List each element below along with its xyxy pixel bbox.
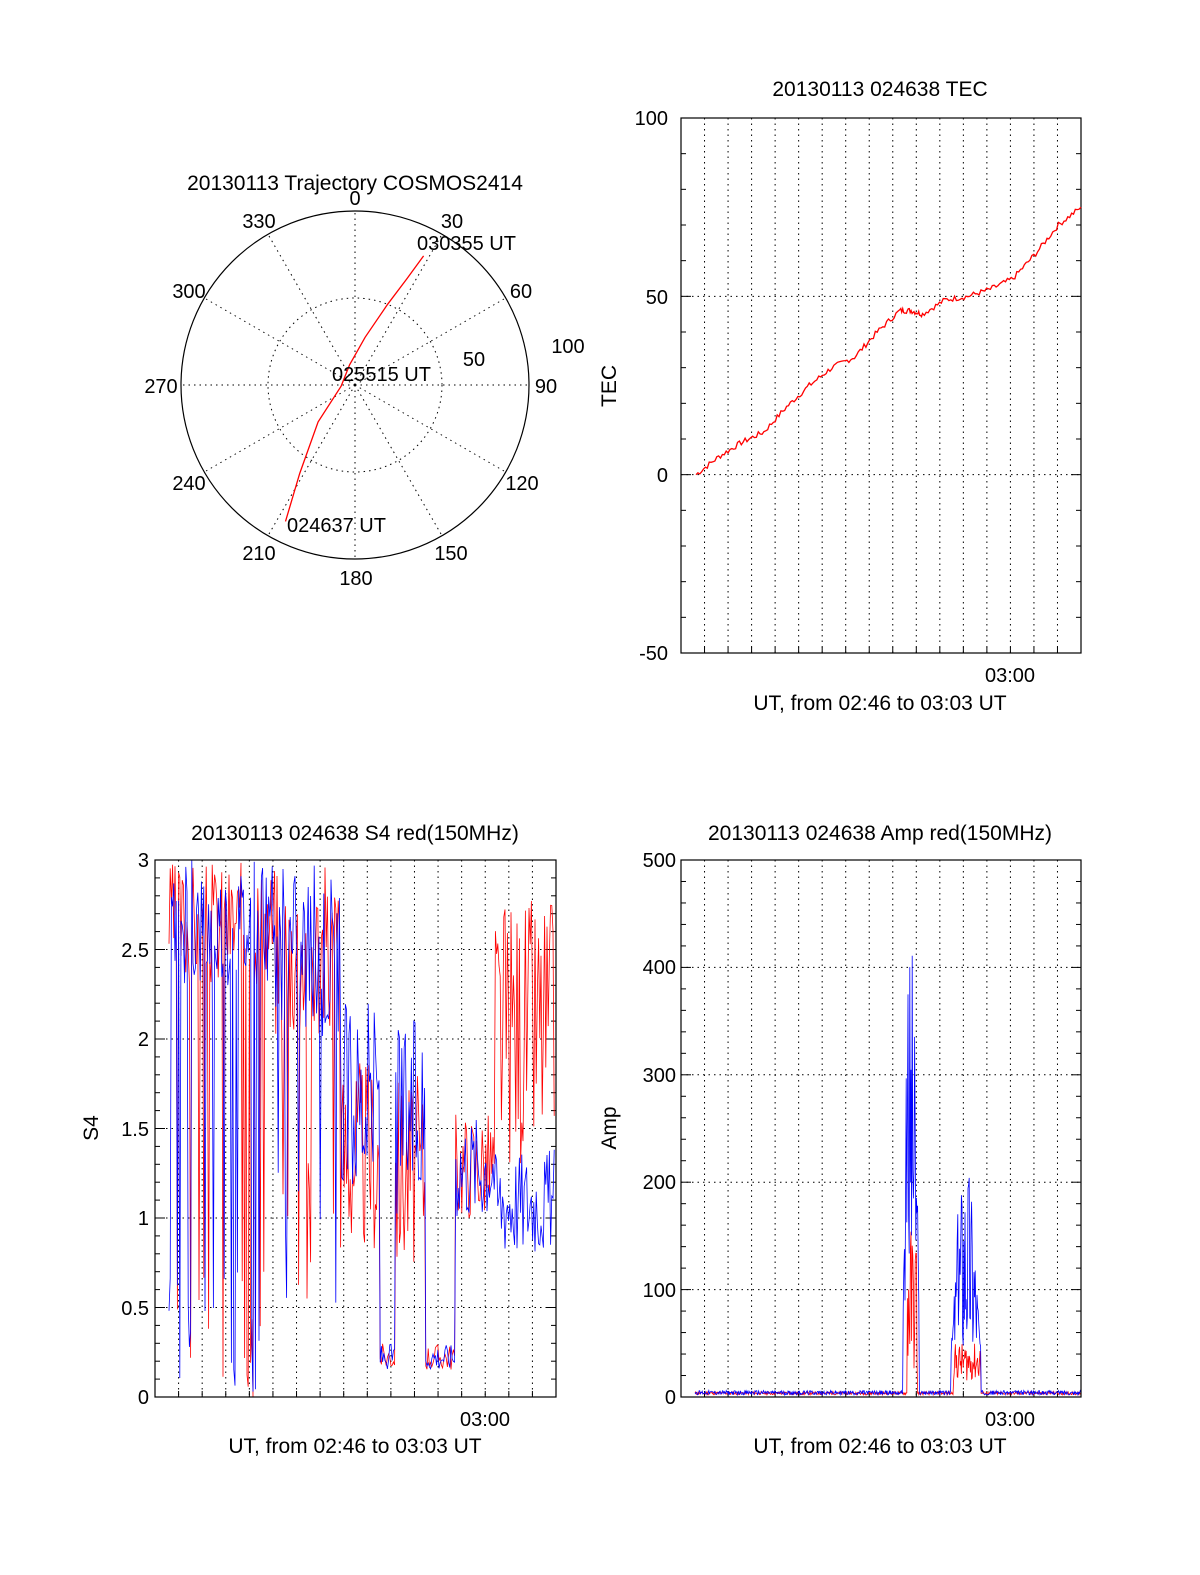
polar-angle-label-30: 30 xyxy=(441,211,463,233)
amp-panel: 20130113 024638 Amp red(150MHz) 500 400 … xyxy=(598,822,1082,1458)
s4-xlabel: UT, from 02:46 to 03:03 UT xyxy=(228,1435,481,1458)
polar-annotation-end: 030355 UT xyxy=(417,233,516,255)
tec-ytick-0: 0 xyxy=(657,465,668,487)
amp-ytick-400: 400 xyxy=(643,957,676,979)
polar-angle-label-90: 90 xyxy=(535,376,557,398)
s4-ytick-2: 2 xyxy=(138,1029,149,1051)
polar-radius-label-50: 50 xyxy=(463,349,485,371)
amp-xtick-0300: 03:00 xyxy=(985,1409,1035,1431)
amp-ytick-100: 100 xyxy=(643,1280,676,1302)
s4-panel: 20130113 024638 S4 red(150MHz) 3 2.5 2 1… xyxy=(80,822,557,1458)
polar-annotation-start: 024637 UT xyxy=(287,515,386,537)
tec-xtick-0300: 03:00 xyxy=(985,665,1035,687)
s4-blue-series xyxy=(168,860,555,1392)
polar-angle-label-60: 60 xyxy=(510,281,532,303)
polar-ring-50 xyxy=(267,297,443,473)
amp-ytick-500: 500 xyxy=(643,850,676,872)
tec-xlabel: UT, from 02:46 to 03:03 UT xyxy=(753,692,1006,715)
tec-title: 20130113 024638 TEC xyxy=(772,78,987,101)
polar-spoke-30 xyxy=(354,234,443,386)
s4-title: 20130113 024638 S4 red(150MHz) xyxy=(191,822,519,845)
polar-spoke-60 xyxy=(354,297,506,386)
amp-ylabel: Amp xyxy=(598,1106,621,1149)
amp-ytick-200: 200 xyxy=(643,1172,676,1194)
amp-title: 20130113 024638 Amp red(150MHz) xyxy=(708,822,1052,845)
amp-ytick-0: 0 xyxy=(665,1387,676,1409)
polar-angle-labels: 0 30 60 90 120 150 180 210 240 270 300 330 xyxy=(144,188,557,590)
tec-ytick-100: 100 xyxy=(635,108,668,130)
amp-ytick-300: 300 xyxy=(643,1065,676,1087)
polar-angle-label-210: 210 xyxy=(242,543,275,565)
polar-spoke-150 xyxy=(354,384,443,536)
s4-plot-frame xyxy=(154,859,557,1398)
polar-spoke-330 xyxy=(267,234,356,386)
polar-spoke-300 xyxy=(204,297,356,386)
tec-grid xyxy=(681,118,1081,653)
polar-annotation-mid: 025515 UT xyxy=(332,364,431,386)
polar-angle-label-150: 150 xyxy=(434,543,467,565)
amp-blue-series xyxy=(694,955,1082,1397)
polar-spoke-210 xyxy=(267,384,356,536)
polar-panel: 20130113 Trajectory COSMOS2414 0 30 60 90 12… xyxy=(144,172,584,590)
polar-angle-label-300: 300 xyxy=(172,281,205,303)
amp-red-series xyxy=(694,1231,1082,1397)
s4-ylabel: S4 xyxy=(80,1115,103,1141)
polar-angle-label-240: 240 xyxy=(172,473,205,495)
polar-outer-circle xyxy=(180,210,530,560)
s4-ytick-2-5: 2.5 xyxy=(121,940,149,962)
amp-grid xyxy=(681,860,1081,1397)
polar-radius-label-100: 100 xyxy=(551,336,584,358)
polar-angle-label-120: 120 xyxy=(505,473,538,495)
polar-trajectory-line xyxy=(284,255,425,522)
tec-ytick-neg50: -50 xyxy=(639,643,668,665)
s4-ytick-0-5: 0.5 xyxy=(121,1298,149,1320)
polar-spoke-120 xyxy=(354,384,506,473)
s4-ytick-0: 0 xyxy=(138,1387,149,1409)
polar-title: 20130113 Trajectory COSMOS2414 xyxy=(187,172,523,195)
polar-spoke-240 xyxy=(204,384,356,473)
tec-ylabel: TEC xyxy=(598,365,621,407)
tec-ytick-50: 50 xyxy=(646,287,668,309)
s4-ytick-1-5: 1.5 xyxy=(121,1119,149,1141)
s4-ytick-3: 3 xyxy=(138,850,149,872)
s4-ytick-1: 1 xyxy=(138,1208,149,1230)
polar-angle-label-330: 330 xyxy=(242,211,275,233)
polar-angle-label-270: 270 xyxy=(144,376,177,398)
s4-xtick-0300: 03:00 xyxy=(460,1409,510,1431)
tec-series-line xyxy=(695,206,1082,476)
amp-xlabel: UT, from 02:46 to 03:03 UT xyxy=(753,1435,1006,1458)
amp-plot-frame xyxy=(680,859,1082,1398)
tec-panel: 20130113 024638 TEC 100 50 0 -50 03:00 U… xyxy=(598,78,1082,715)
s4-data-area xyxy=(168,860,555,1397)
polar-angle-label-0: 0 xyxy=(349,188,360,210)
tec-plot-frame xyxy=(680,117,1082,654)
polar-angle-label-180: 180 xyxy=(339,568,372,590)
amp-data-area xyxy=(694,955,1082,1397)
